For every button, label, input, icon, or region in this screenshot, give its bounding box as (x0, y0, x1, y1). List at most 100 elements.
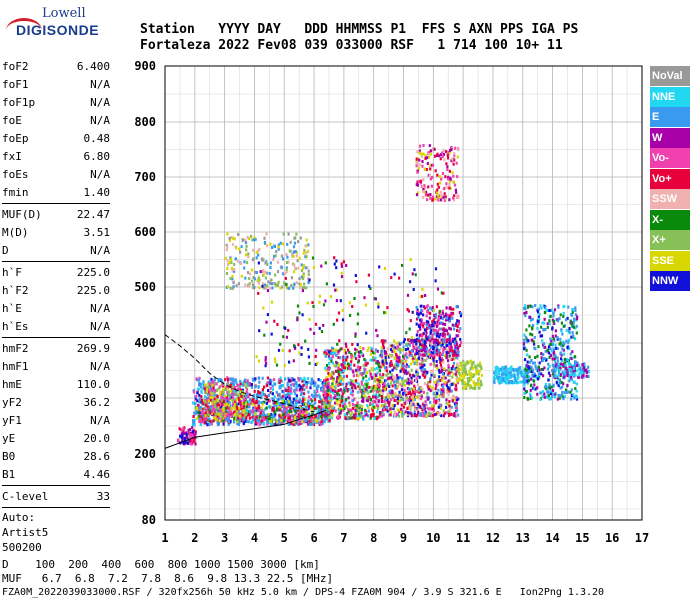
echo-point (230, 393, 234, 397)
echo-point (278, 406, 281, 410)
echo-point (285, 261, 289, 264)
echo-point (189, 433, 192, 437)
echo-point (434, 312, 437, 316)
echo-point (365, 413, 368, 417)
echo-point (418, 144, 422, 148)
echo-point (522, 342, 525, 346)
echo-point (436, 182, 439, 186)
echo-point (296, 420, 299, 423)
echo-point (232, 281, 235, 285)
echo-point (554, 374, 557, 378)
echo-point (399, 369, 402, 373)
echo-point (553, 395, 557, 399)
param-value: 110.0 (76, 378, 110, 391)
echo-point (306, 417, 309, 421)
echo-point (504, 377, 507, 381)
echo-point (428, 324, 431, 328)
echo-point (551, 334, 554, 338)
echo-point (455, 341, 458, 344)
echo-point (394, 395, 397, 398)
echo-point (425, 321, 428, 325)
echo-point (309, 386, 312, 390)
echo-point (240, 411, 243, 415)
echo-point (402, 347, 405, 351)
echo-point (433, 373, 436, 377)
echo-point (455, 368, 458, 372)
echo-point (277, 402, 280, 406)
echo-point (578, 363, 581, 367)
echo-point (300, 275, 303, 279)
echo-point (418, 388, 421, 392)
echo-point (295, 388, 298, 392)
param-value: 3.51 (83, 226, 111, 239)
echo-point (352, 370, 355, 374)
echo-point (409, 258, 412, 262)
echo-point (285, 267, 288, 271)
echo-point (536, 308, 539, 312)
echo-point (434, 322, 437, 326)
echo-point (381, 382, 385, 386)
echo-point (395, 366, 398, 369)
echo-point (377, 362, 380, 366)
echo-point (437, 329, 440, 333)
echo-point (246, 379, 249, 383)
echo-point (503, 369, 507, 373)
echo-point (382, 346, 386, 350)
echo-point (435, 412, 438, 416)
echo-point (182, 432, 185, 436)
echo-point (468, 376, 471, 380)
echo-point (526, 364, 529, 368)
echo-point (400, 384, 403, 388)
param-value: 0.48 (83, 132, 111, 145)
echo-point (438, 412, 441, 416)
echo-point (378, 415, 381, 419)
echo-point (463, 386, 466, 390)
echo-point (422, 313, 425, 317)
echo-point (340, 271, 343, 275)
echo-point (410, 392, 413, 396)
echo-point (324, 411, 327, 415)
echo-point (393, 366, 396, 370)
param-value: N/A (90, 168, 110, 181)
echo-point (469, 367, 472, 371)
echo-point (251, 377, 254, 381)
echo-point (335, 400, 338, 404)
echo-point (398, 342, 401, 346)
param-value: 6.80 (83, 150, 111, 163)
echo-point (541, 390, 545, 394)
echo-point (543, 395, 546, 399)
echo-point (552, 319, 555, 323)
echo-point (410, 387, 413, 391)
echo-point (228, 406, 231, 410)
echo-point (416, 310, 419, 314)
echo-point (442, 414, 445, 418)
echo-point (342, 382, 345, 386)
echo-point (414, 379, 417, 383)
echo-point (387, 396, 390, 400)
echo-point (177, 439, 180, 443)
echo-point (543, 357, 546, 361)
echo-point (286, 409, 289, 413)
echo-point (466, 377, 469, 380)
echo-point (320, 407, 323, 411)
echo-point (375, 328, 378, 332)
echo-point (292, 254, 295, 258)
echo-point (349, 367, 352, 371)
echo-point (273, 401, 276, 405)
echo-point (330, 359, 333, 363)
echo-point (232, 400, 235, 403)
echo-point (226, 259, 229, 263)
param-group-profile: hmF2 269.9 hmF1 N/A hmE 110.0 yF2 36.2 yF1 N/A yE 2… (2, 340, 110, 484)
echo-point (566, 358, 569, 362)
echo-point (533, 342, 536, 346)
echo-point (367, 391, 370, 395)
echo-point (360, 408, 363, 411)
echo-point (279, 241, 282, 245)
echo-point (441, 155, 444, 159)
echo-point (229, 276, 232, 280)
echo-point (346, 417, 350, 421)
echo-point (346, 355, 349, 359)
echo-point (569, 390, 572, 394)
echo-point (423, 337, 426, 341)
echo-point (372, 412, 375, 416)
